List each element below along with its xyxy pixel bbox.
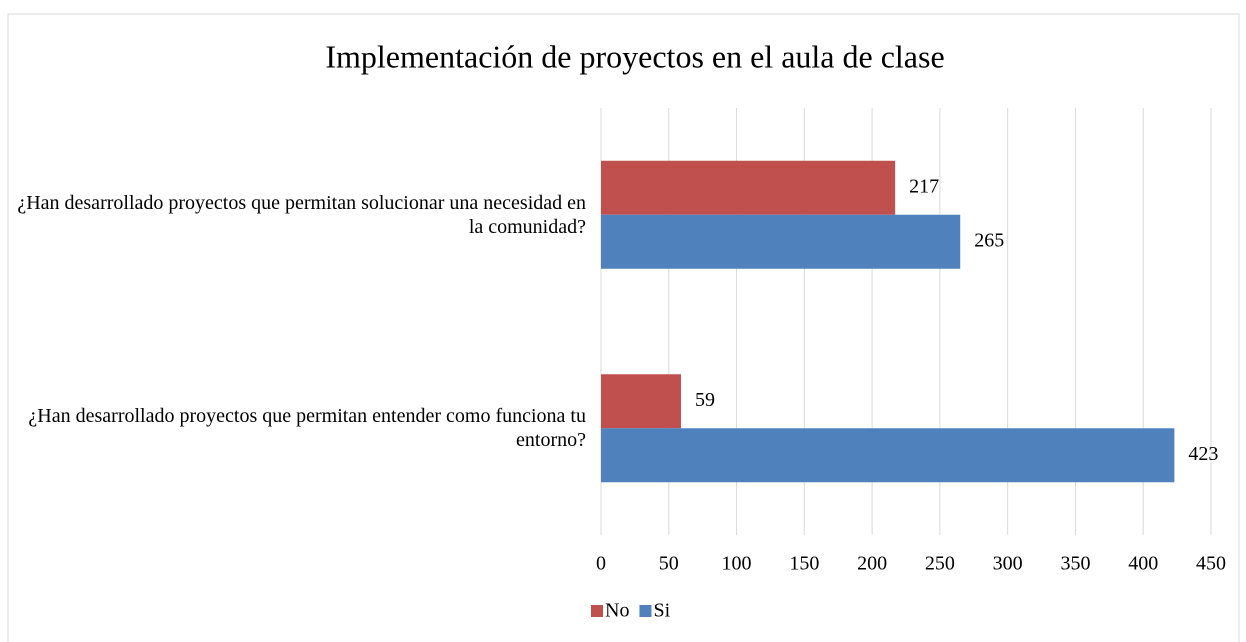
x-tick-label: 150 <box>789 553 819 575</box>
data-label: 59 <box>695 389 715 411</box>
x-tick-label: 100 <box>722 553 752 575</box>
data-label: 423 <box>1188 443 1218 465</box>
x-tick-label: 250 <box>925 553 955 575</box>
legend-label: No <box>605 600 629 622</box>
data-label: 265 <box>974 229 1004 251</box>
x-tick-label: 300 <box>993 553 1023 575</box>
bar <box>601 428 1175 483</box>
x-tick-label: 200 <box>857 553 887 575</box>
data-label: 217 <box>909 175 939 197</box>
x-tick-label: 0 <box>596 553 606 575</box>
x-tick-label: 400 <box>1128 553 1158 575</box>
x-tick-label: 50 <box>659 553 679 575</box>
x-tick-label: 350 <box>1060 553 1090 575</box>
y-tick-label: ¿Han desarrollado proyectos que permitan… <box>17 191 586 238</box>
legend-label: Si <box>653 600 670 622</box>
x-tick-label: 450 <box>1196 553 1226 575</box>
bar <box>601 160 896 215</box>
bar <box>601 214 961 269</box>
y-tick-label: ¿Han desarrollado proyectos que permitan… <box>28 405 586 452</box>
bar <box>601 374 681 429</box>
chart-border <box>7 13 1240 642</box>
legend-swatch <box>591 605 603 617</box>
legend-swatch <box>639 605 652 617</box>
chart-title: Implementación de proyectos en el aula d… <box>325 38 944 74</box>
